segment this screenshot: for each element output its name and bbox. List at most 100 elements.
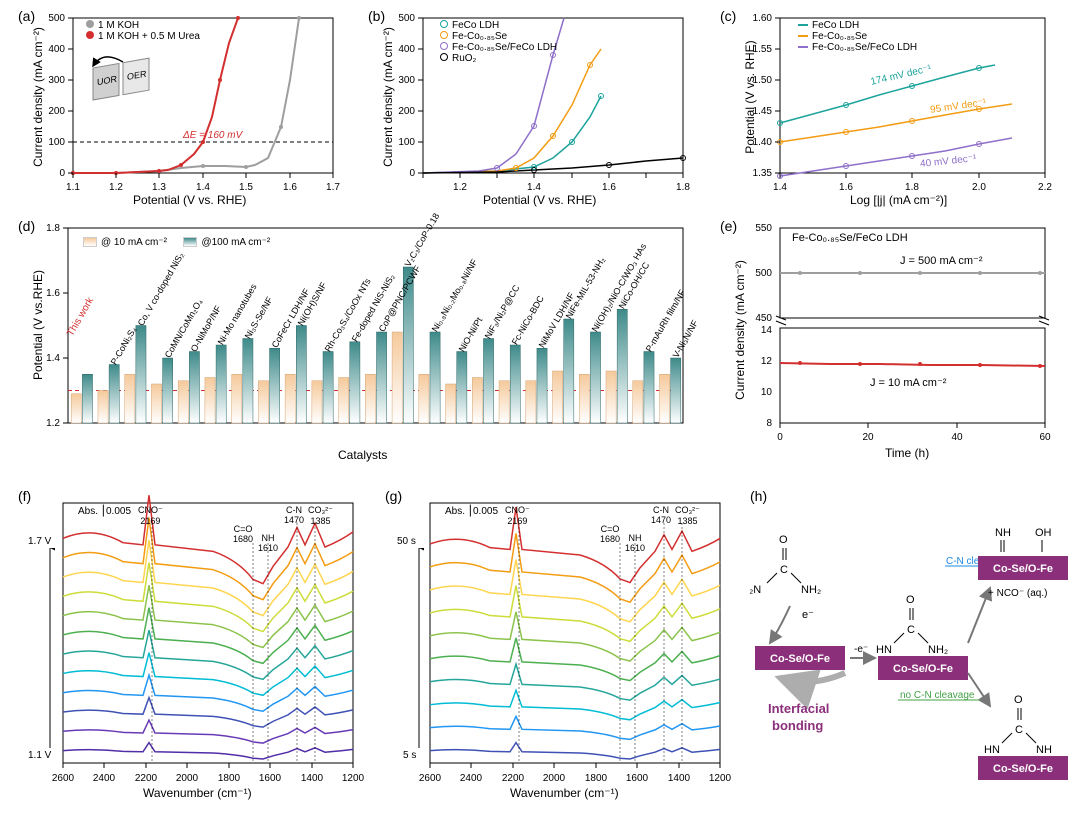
svg-text:500: 500 (48, 13, 65, 24)
svg-text:2.2: 2.2 (1038, 182, 1052, 193)
svg-text:1600: 1600 (626, 773, 649, 784)
svg-text:H₂N: H₂N (750, 584, 761, 596)
panel-e-chart: 0204060 4505005508101214 (720, 218, 1060, 468)
svg-text:2.0: 2.0 (972, 182, 986, 193)
svg-text:200: 200 (48, 106, 65, 117)
legend-d-1: @100 mA cm⁻² (201, 237, 270, 248)
legend-b-3: RuO₂ (452, 53, 476, 64)
panel-h: (h) O C H₂NNH₂ e⁻ Co-Se/O-Fe -e⁻ O C HNN… (750, 488, 1070, 808)
legend-d-0: @ 10 mA cm⁻² (101, 237, 167, 248)
svg-text:1200: 1200 (709, 773, 732, 784)
panel-b-legend: FeCo LDH Fe-Co₀.₈₅Se Fe-Co₀.₈₅Se/FeCo LD… (440, 20, 557, 64)
panel-d-label: (d) (18, 218, 35, 234)
panel-d-ylabel: Potential (V vs.RHE) (31, 245, 45, 405)
peak-g-co: C=O1680 (600, 524, 620, 544)
panel-e-ylabel: Current density (mA cm⁻²) (733, 250, 747, 410)
svg-text:300: 300 (398, 75, 415, 86)
panel-e-label: (e) (720, 218, 737, 234)
svg-text:1400: 1400 (668, 773, 691, 784)
legend-b-2: Fe-Co₀.₈₅Se/FeCo LDH (452, 42, 557, 53)
svg-text:1.6: 1.6 (839, 182, 853, 193)
svg-text:O: O (1014, 694, 1023, 706)
svg-text:500: 500 (755, 268, 772, 279)
svg-text:1.5: 1.5 (239, 182, 253, 193)
panel-d: (d) 1.21.41.61.8 @ 10 mA cm⁻² @100 mA cm… (18, 218, 698, 468)
svg-text:+ NCO⁻ (aq.): + NCO⁻ (aq.) (988, 588, 1047, 599)
svg-text:2600: 2600 (52, 773, 75, 784)
panel-a-ylabel: Current density (mA cm⁻²) (31, 17, 45, 177)
svg-text:1.2: 1.2 (46, 418, 60, 429)
svg-text:100: 100 (398, 137, 415, 148)
svg-text:1.3: 1.3 (152, 182, 166, 193)
panel-d-legend: @ 10 mA cm⁻² @100 mA cm⁻² (83, 232, 270, 250)
svg-text:NH: NH (995, 527, 1011, 539)
svg-text:bonding: bonding (772, 718, 823, 733)
panel-h-label: (h) (750, 488, 767, 504)
panel-e-xlabel: Time (h) (885, 446, 929, 460)
svg-text:NH: NH (1036, 744, 1052, 756)
svg-text:60: 60 (1039, 432, 1051, 443)
panel-f-label: (f) (18, 488, 31, 504)
panel-g-absscale: Abs. ⎮0.005 (445, 506, 498, 517)
svg-text:2600: 2600 (419, 773, 442, 784)
peak-f-co: C=O1680 (233, 524, 253, 544)
panel-f-vbot: 1.1 V (28, 750, 51, 761)
svg-text:1.2: 1.2 (109, 182, 123, 193)
svg-text:0: 0 (59, 168, 65, 179)
panel-e-ann0: J = 500 mA cm⁻² (900, 254, 983, 267)
panel-f-chart: 26002400220020001800160014001200 (18, 488, 368, 808)
panel-f-abkoksscale: Abs. ⎮0.005 (78, 506, 131, 517)
svg-text:0: 0 (409, 168, 415, 179)
svg-text:12: 12 (761, 356, 773, 367)
legend-b-0: FeCo LDH (452, 20, 499, 31)
svg-text:40: 40 (951, 432, 963, 443)
panel-d-xlabel: Catalysts (338, 448, 387, 462)
svg-text:2400: 2400 (460, 773, 483, 784)
svg-text:1.6: 1.6 (602, 182, 616, 193)
panel-g-vtop: 50 s (397, 536, 416, 547)
panel-b-ylabel: Current density (mA cm⁻²) (381, 17, 395, 177)
svg-text:20: 20 (862, 432, 874, 443)
svg-text:Co-Se/O-Fe: Co-Se/O-Fe (770, 653, 830, 665)
svg-text:0: 0 (777, 432, 783, 443)
legend-c-2: Fe-Co₀.₈₅Se/FeCo LDH (812, 42, 917, 53)
panel-c-ylabel: Potential (V vs. RHE) (743, 17, 757, 177)
panel-g-vbot: 5 s (403, 750, 416, 761)
svg-text:2400: 2400 (93, 773, 116, 784)
panel-g-chart: 26002400220020001800160014001200 (385, 488, 735, 808)
svg-text:C: C (907, 624, 915, 636)
svg-text:2000: 2000 (176, 773, 199, 784)
svg-text:1.4: 1.4 (46, 353, 60, 364)
panel-c-xlabel: Log [|j| (mA cm⁻²)] (850, 193, 947, 207)
panel-g-label: (g) (385, 488, 402, 504)
panel-f: (f) 26002400220020001800160014001200 Abs… (18, 488, 368, 808)
legend-c-0: FeCo LDH (812, 20, 859, 31)
panel-g: (g) 26002400220020001800160014001200 Abs… (385, 488, 735, 808)
svg-text:200: 200 (398, 106, 415, 117)
svg-text:1800: 1800 (218, 773, 241, 784)
svg-text:2200: 2200 (502, 773, 525, 784)
svg-text:1.6: 1.6 (46, 288, 60, 299)
svg-text:C: C (780, 564, 788, 576)
panel-a: (a) 1.11.21.31.41.51.61.7 01002003004005… (18, 8, 348, 208)
panel-f-xlabel: Wavenumber (cm⁻¹) (143, 786, 252, 800)
svg-text:1.8: 1.8 (676, 182, 690, 193)
svg-text:C: C (1015, 724, 1023, 736)
peak-g-cn: C-N1470 (651, 505, 671, 525)
svg-text:1200: 1200 (342, 773, 365, 784)
svg-text:500: 500 (398, 13, 415, 24)
svg-text:no C-N cleavage: no C-N cleavage (900, 690, 975, 701)
panel-b-xlabel: Potential (V vs. RHE) (483, 193, 596, 207)
panel-a-delta-e: ΔE = 160 mV (183, 130, 242, 141)
panel-e-ann1: J = 10 mA cm⁻² (870, 376, 946, 389)
svg-text:550: 550 (755, 223, 772, 234)
panel-e-title: Fe-Co₀.₈₅Se/FeCo LDH (792, 232, 908, 244)
svg-text:100: 100 (48, 137, 65, 148)
svg-text:1.7: 1.7 (326, 182, 340, 193)
svg-text:1.4: 1.4 (527, 182, 541, 193)
svg-text:1400: 1400 (301, 773, 324, 784)
peak-f-cno: CNO⁻2169 (138, 505, 163, 526)
svg-text:300: 300 (48, 75, 65, 86)
panel-h-schematic: O C H₂NNH₂ e⁻ Co-Se/O-Fe -e⁻ O C HNNH₂ C… (750, 488, 1070, 808)
svg-text:450: 450 (755, 313, 772, 324)
